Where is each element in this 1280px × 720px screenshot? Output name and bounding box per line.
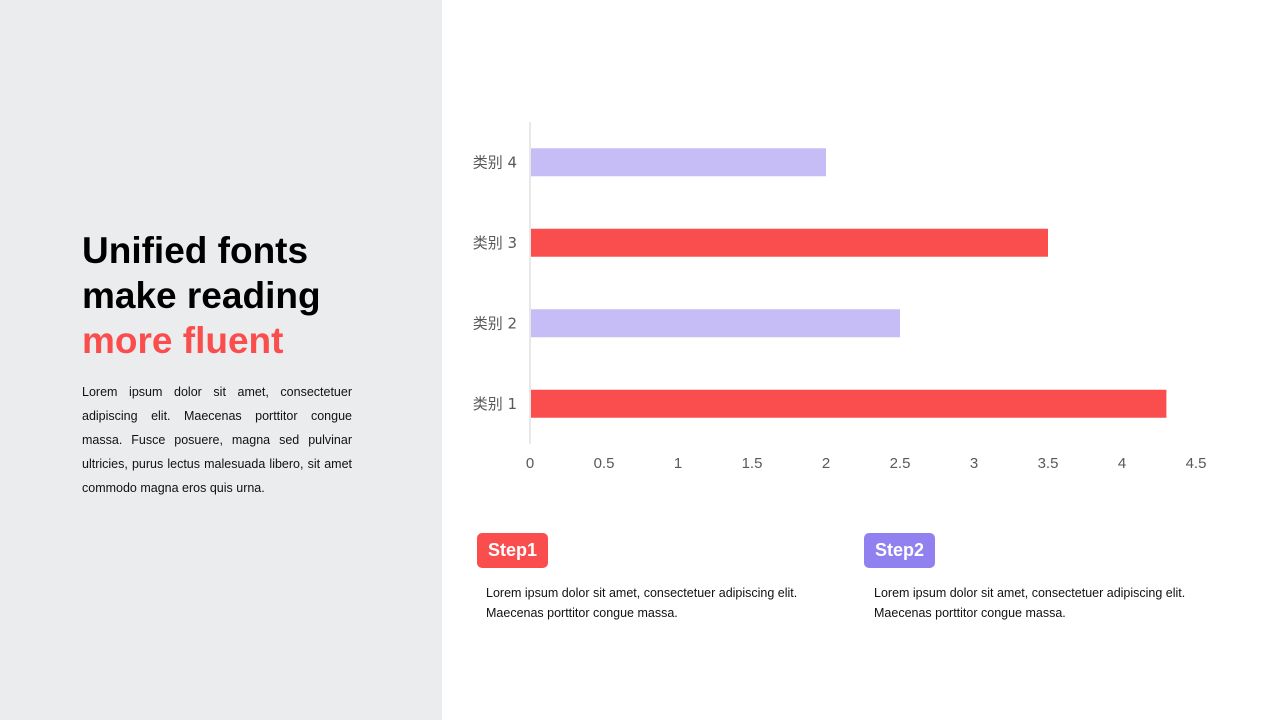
category-label: 类别 2 <box>473 314 517 332</box>
category-label: 类别 4 <box>473 153 517 171</box>
category-label: 类别 1 <box>473 395 517 413</box>
x-tick-label: 1.5 <box>742 455 763 472</box>
x-tick-label: 2.5 <box>890 455 911 472</box>
x-tick-label: 3.5 <box>1038 455 1059 472</box>
bar-2 <box>531 309 900 338</box>
title-line-1: Unified fonts <box>82 230 309 271</box>
bar-1 <box>531 389 1167 418</box>
step1-badge: Step1 <box>477 533 549 568</box>
step2-badge: Step2 <box>864 533 936 568</box>
x-tick-label: 4 <box>1118 455 1126 472</box>
x-tick-label: 3 <box>970 455 978 472</box>
x-tick-label: 1 <box>674 455 682 472</box>
bar-3 <box>531 228 1048 257</box>
x-tick-label: 0 <box>526 455 534 472</box>
x-tick-label: 4.5 <box>1186 455 1207 472</box>
slide-title: Unified fonts make reading more fluent <box>82 228 321 363</box>
title-line-2: make reading <box>82 275 321 316</box>
category-label: 类别 3 <box>473 234 517 252</box>
slide-body-text: Lorem ipsum dolor sit amet, consectetuer… <box>82 385 352 495</box>
step2-text: Lorem ipsum dolor sit amet, consectetuer… <box>874 586 1186 620</box>
bar-4 <box>531 148 826 177</box>
x-tick-label: 2 <box>822 455 830 472</box>
step1-text: Lorem ipsum dolor sit amet, consectetuer… <box>486 586 798 620</box>
x-tick-label: 0.5 <box>594 455 615 472</box>
left-panel: Unified fonts make reading more fluent L… <box>0 0 442 720</box>
title-accent: more fluent <box>82 320 284 361</box>
